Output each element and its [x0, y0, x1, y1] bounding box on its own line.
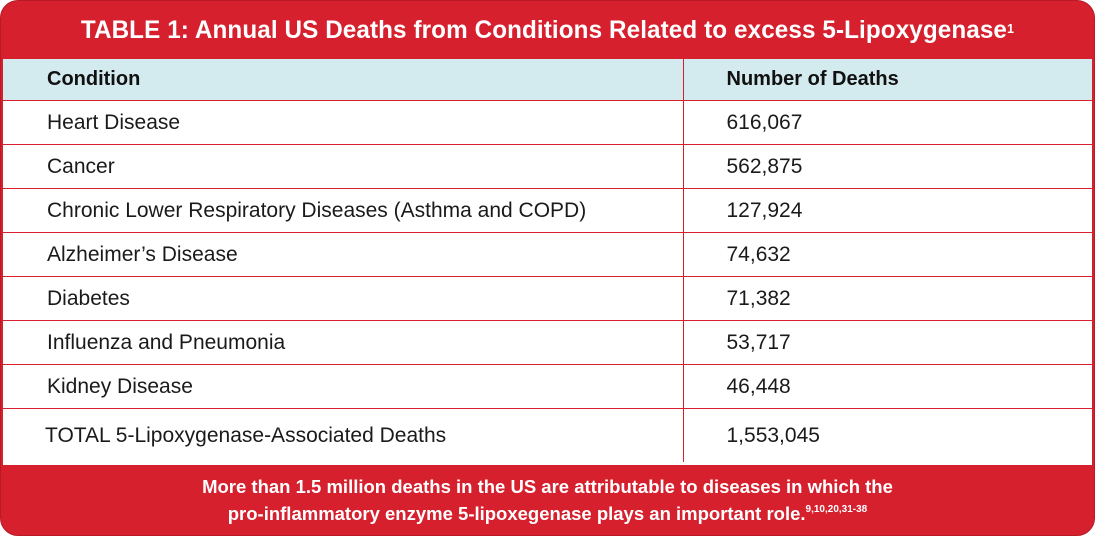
- table-row: Diabetes 71,382: [3, 276, 1092, 321]
- footer-citations: 9,10,20,31-38: [805, 504, 868, 516]
- deaths-cell: 71,382: [683, 276, 1092, 321]
- condition-cell: Alzheimer’s Disease: [3, 232, 684, 277]
- footer-note: More than 1.5 million deaths in the US a…: [1, 467, 1094, 535]
- table-row: Influenza and Pneumonia 53,717: [3, 320, 1092, 365]
- total-deaths-cell: 1,553,045: [726, 423, 820, 447]
- table-row: Cancer 562,875: [3, 144, 1092, 189]
- table-row: Alzheimer’s Disease 74,632: [3, 232, 1092, 277]
- footer-line-2-wrap: pro-inflammatory enzyme 5-lipoxegenase p…: [228, 499, 867, 526]
- deaths-cell: 46,448: [683, 364, 1092, 409]
- header-row: Condition Number of Deaths: [3, 59, 1092, 101]
- table-row: Kidney Disease 46,448: [3, 364, 1092, 409]
- table-row: Chronic Lower Respiratory Diseases (Asth…: [3, 188, 1092, 233]
- table-row: Heart Disease 616,067: [3, 100, 1092, 145]
- condition-cell: Chronic Lower Respiratory Diseases (Asth…: [3, 188, 684, 233]
- deaths-cell: 562,875: [683, 144, 1092, 189]
- data-table-container: Condition Number of Deaths Heart Disease…: [3, 59, 1092, 465]
- deaths-table: Condition Number of Deaths Heart Disease…: [3, 59, 1092, 462]
- condition-cell: Cancer: [3, 144, 684, 189]
- condition-cell: Heart Disease: [3, 100, 684, 145]
- table-title: TABLE 1: Annual US Deaths from Condition…: [17, 1, 1077, 59]
- deaths-cell: 616,067: [683, 100, 1092, 145]
- condition-cell: Influenza and Pneumonia: [3, 320, 684, 365]
- deaths-cell: 74,632: [683, 232, 1092, 277]
- deaths-cell: 53,717: [683, 320, 1092, 365]
- total-label-cell: TOTAL 5-Lipoxygenase-Associated Deaths: [3, 408, 684, 462]
- title-footnote-ref: 1: [1007, 20, 1015, 36]
- table-title-text: TABLE 1: Annual US Deaths from Condition…: [80, 15, 1008, 44]
- column-header-condition: Condition: [3, 59, 684, 101]
- column-header-deaths: Number of Deaths: [683, 59, 1092, 101]
- condition-cell: Kidney Disease: [3, 364, 684, 409]
- deaths-cell: 127,924: [683, 188, 1092, 233]
- condition-cell: Diabetes: [3, 276, 684, 321]
- footer-line-2: pro-inflammatory enzyme 5-lipoxegenase p…: [227, 503, 806, 525]
- total-row: TOTAL 5-Lipoxygenase-Associated Deaths 1…: [3, 408, 1092, 462]
- footer-line-1: More than 1.5 million deaths in the US a…: [202, 476, 893, 498]
